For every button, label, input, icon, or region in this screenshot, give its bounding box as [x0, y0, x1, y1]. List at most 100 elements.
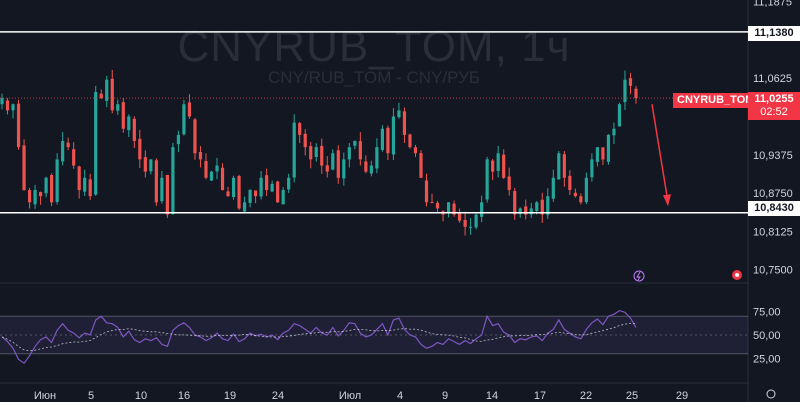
candle — [182, 99, 186, 136]
candle — [72, 142, 76, 169]
candle — [469, 218, 473, 235]
candle — [61, 131, 65, 166]
time-tick-label: 14 — [486, 390, 498, 402]
candle — [276, 180, 280, 203]
candle — [584, 172, 588, 205]
candle — [77, 165, 81, 199]
price-tick-label: 11,0625 — [753, 73, 792, 85]
candle — [457, 208, 462, 223]
candle — [513, 187, 517, 220]
time-tick-label: 4 — [397, 390, 403, 402]
alert-icon-dot — [735, 273, 739, 277]
candle — [408, 133, 412, 149]
candle — [336, 145, 340, 184]
candle — [50, 173, 54, 207]
candle — [204, 153, 208, 180]
candle — [364, 155, 368, 174]
candle — [138, 129, 142, 168]
candle — [485, 156, 489, 203]
candle — [198, 145, 203, 168]
candle — [623, 70, 627, 110]
candle — [149, 159, 153, 175]
candle — [507, 167, 511, 196]
symbol-tag: CNYRUB_TOM — [673, 93, 759, 108]
candle — [226, 186, 230, 197]
candle — [176, 130, 181, 153]
time-tick-label: 19 — [224, 390, 236, 402]
candle — [606, 134, 611, 165]
forecast-arrow-head — [663, 194, 671, 207]
time-tick-label: 24 — [272, 390, 284, 402]
candle — [573, 188, 577, 198]
time-tick-label: Июн — [34, 390, 56, 402]
candle — [110, 70, 114, 114]
resistance-level-label: 11,1380 — [748, 26, 800, 41]
candle — [44, 176, 48, 198]
time-tick-label: 17 — [534, 390, 546, 402]
candle — [5, 98, 10, 115]
candle — [430, 193, 434, 204]
candle — [88, 173, 92, 200]
candle — [496, 145, 500, 178]
candle — [386, 125, 390, 161]
rsi-tick-label: 50,00 — [753, 330, 781, 342]
candle — [342, 152, 346, 186]
candle — [358, 132, 362, 166]
candle — [551, 169, 555, 202]
candle — [237, 174, 241, 210]
time-tick-label: 5 — [88, 390, 94, 402]
candle — [491, 159, 495, 181]
candle — [380, 125, 384, 152]
candle — [628, 72, 633, 95]
candle — [143, 150, 147, 178]
candle — [320, 138, 324, 174]
last-price-value: 11,0255 — [754, 93, 794, 105]
candle — [209, 170, 214, 181]
candle — [347, 143, 351, 168]
candle — [215, 157, 219, 180]
price-tick-label: 10,7500 — [753, 265, 793, 277]
support-level-label: 10,8430 — [748, 201, 800, 216]
candle — [540, 192, 544, 224]
forecast-arrow-line[interactable] — [651, 104, 669, 203]
candle — [231, 175, 236, 200]
candle — [435, 200, 440, 213]
candle — [579, 193, 583, 205]
candle — [353, 140, 357, 150]
candle — [369, 160, 373, 177]
candle — [595, 147, 600, 167]
candle — [270, 180, 274, 193]
candle — [529, 202, 533, 218]
countdown-timer: 02:52 — [760, 106, 788, 118]
time-tick-label: Июл — [339, 390, 361, 402]
price-tick-label: 11,1875 — [753, 0, 792, 9]
lightning-icon[interactable] — [633, 270, 645, 282]
candle — [601, 147, 605, 166]
price-tick-label: 10,9375 — [753, 150, 793, 162]
candle — [0, 93, 4, 110]
time-tick-label: 25 — [626, 390, 638, 402]
candle — [474, 213, 478, 230]
lightning-icon-glyph — [636, 271, 641, 281]
rsi-line — [1, 309, 637, 365]
time-tick-label: 22 — [580, 390, 592, 402]
candle — [220, 163, 225, 191]
candle — [160, 171, 164, 204]
candle — [171, 143, 175, 215]
candle — [452, 200, 456, 217]
candle — [634, 85, 638, 104]
candle — [105, 75, 109, 108]
candle — [314, 143, 318, 162]
candle — [66, 137, 70, 151]
candle — [463, 211, 467, 236]
candle — [265, 168, 269, 196]
candle — [248, 189, 252, 208]
candle — [413, 144, 418, 157]
settings-icon[interactable] — [766, 389, 776, 399]
candle — [254, 190, 258, 204]
candle — [303, 129, 307, 156]
candle — [309, 141, 313, 169]
time-tick-label: 16 — [178, 390, 190, 402]
candle — [27, 187, 32, 209]
